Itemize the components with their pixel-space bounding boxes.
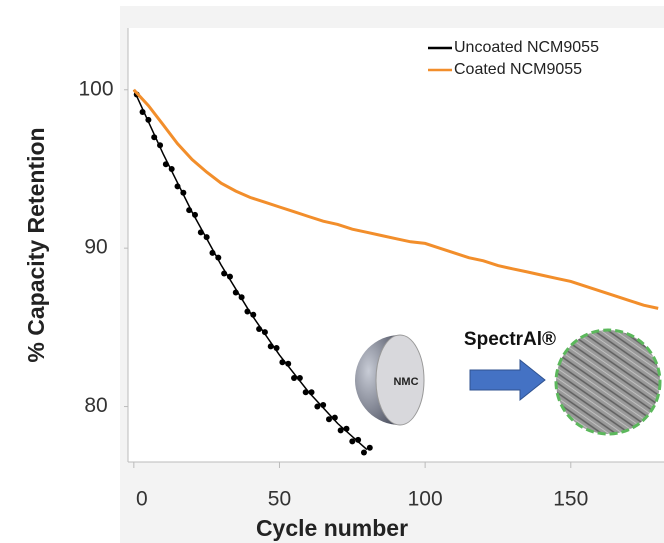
legend-label: Coated NCM9055 — [454, 61, 582, 78]
arrow — [469, 358, 546, 402]
x-tick-label: 50 — [268, 488, 291, 511]
data-point — [337, 427, 344, 434]
x-tick-label: 150 — [553, 488, 588, 511]
data-point — [360, 449, 367, 456]
data-point — [314, 403, 321, 410]
coated-particle — [554, 328, 662, 436]
fit-line — [133, 89, 368, 451]
x-tick-label: 100 — [408, 488, 443, 511]
spectral-label: SpectrAl® — [464, 329, 556, 350]
y-tick-label: 100 — [78, 77, 113, 100]
data-point — [326, 416, 332, 423]
data-point — [366, 444, 373, 451]
nmc-face — [375, 334, 425, 426]
legend-label: Uncoated NCM9055 — [454, 39, 599, 56]
y-tick-label: 90 — [84, 236, 107, 259]
y-tick-label: 80 — [84, 394, 107, 417]
nmc-label: NMC — [393, 376, 418, 388]
y-axis-title: % Capacity Retention — [23, 127, 49, 362]
illustration: NMC SpectrAl® — [355, 328, 662, 436]
data-point — [349, 438, 356, 445]
series-line — [132, 88, 659, 310]
x-tick-label: 0 — [136, 488, 148, 511]
plot-marks — [132, 88, 659, 456]
x-axis-title: Cycle number — [256, 515, 408, 541]
